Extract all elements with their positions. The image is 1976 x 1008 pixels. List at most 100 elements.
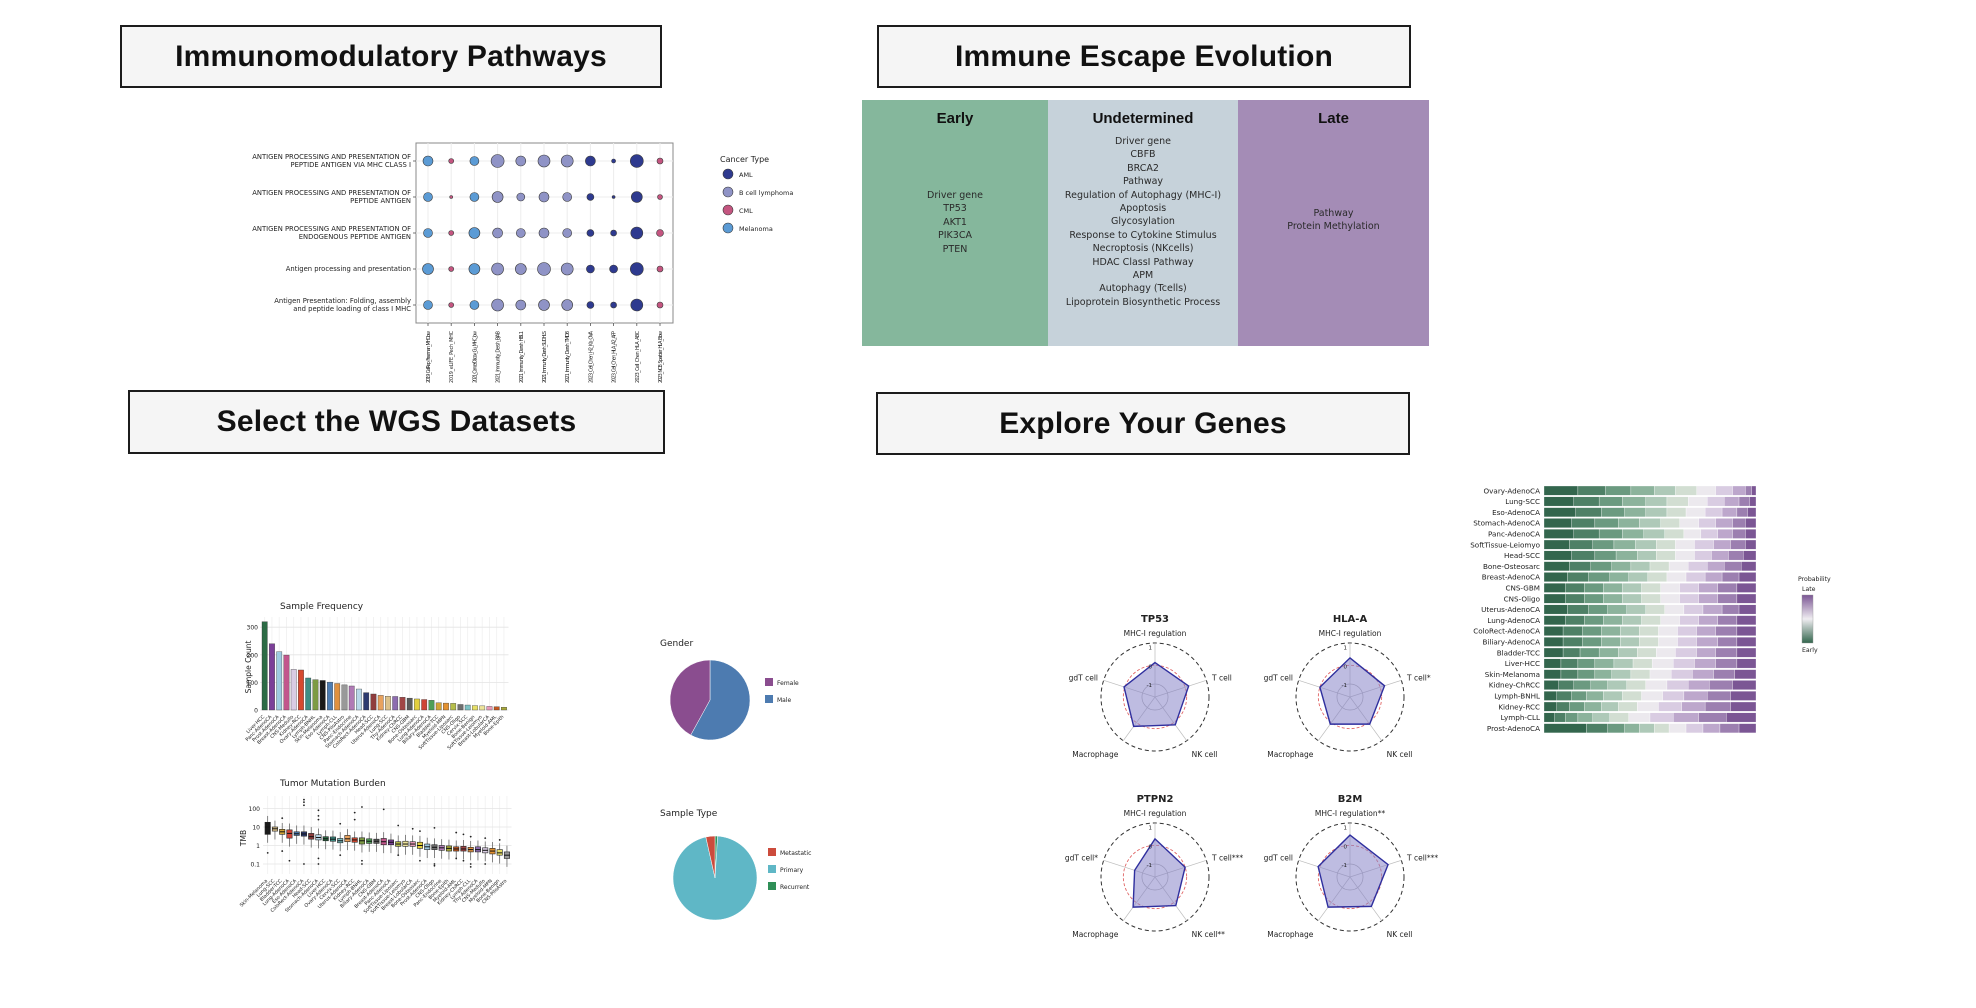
- pathway-dot: [656, 229, 664, 237]
- probability-segment: [1622, 615, 1642, 626]
- cancer-type-label: Breast-AdenoCA: [1482, 573, 1540, 582]
- bar: [276, 651, 283, 711]
- probability-segment: [1630, 561, 1651, 572]
- probability-segment: [1707, 496, 1725, 507]
- pathway-dot: [585, 155, 596, 167]
- panel-button-explore-your-genes[interactable]: Explore Your Genes: [876, 392, 1410, 455]
- pathway-dot: [656, 157, 664, 165]
- probability-segment: [1660, 593, 1680, 604]
- probability-segment: [1747, 507, 1757, 518]
- probability-segment: [1590, 561, 1612, 572]
- pathway-dot: [538, 299, 550, 311]
- probability-segment: [1543, 669, 1562, 680]
- probability-segment: [1565, 712, 1579, 723]
- gender-pie-chart: Gender Female Male: [660, 639, 799, 741]
- radar-axis-label: NK cell**: [1192, 930, 1226, 939]
- probability-segment: [1645, 604, 1665, 615]
- probability-segment: [1666, 496, 1689, 507]
- bar: [283, 654, 290, 711]
- panel-title-text: Immune Escape Evolution: [954, 39, 1334, 73]
- bar: [479, 705, 486, 711]
- probability-segment: [1658, 701, 1682, 712]
- radar-axis-label: gdT cell: [1069, 673, 1098, 682]
- probability-segment: [1654, 485, 1676, 496]
- legend-swatch: [768, 882, 776, 890]
- pathway-dot: [656, 301, 664, 309]
- probability-segment: [1592, 539, 1615, 550]
- probability-segment: [1736, 583, 1757, 593]
- probability-segment: [1709, 680, 1733, 690]
- probability-segment: [1738, 604, 1757, 615]
- evolution-item: Regulation of Autophagy (MHC-I): [1064, 189, 1222, 201]
- outlier-dot: [317, 814, 320, 817]
- probability-segment: [1728, 550, 1744, 561]
- bar: [428, 700, 435, 711]
- outlier-dot: [419, 859, 421, 862]
- probability-segment: [1562, 647, 1581, 658]
- probability-segment: [1628, 712, 1651, 723]
- probability-segment: [1713, 539, 1731, 550]
- probability-segment: [1679, 583, 1699, 593]
- radar-tick: 0: [1149, 664, 1153, 670]
- probability-segment: [1554, 712, 1566, 723]
- panel-button-immune-escape-evolution[interactable]: Immune Escape Evolution: [877, 25, 1411, 88]
- legend-title: Probability: [1798, 576, 1831, 583]
- probability-segment: [1637, 550, 1657, 561]
- probability-segment: [1628, 572, 1649, 582]
- pathway-label: Antigen Presentation: Folding, assembly: [274, 297, 411, 305]
- outlier-dot: [484, 837, 487, 840]
- outlier-dot: [317, 818, 320, 821]
- probability-segment: [1692, 669, 1714, 680]
- pathway-dot: [538, 191, 550, 203]
- panel-button-select-wgs-datasets[interactable]: Select the WGS Datasets: [128, 390, 665, 454]
- radar-axis-label: MHC-I regulation: [1124, 809, 1187, 818]
- probability-segment: [1594, 658, 1615, 669]
- cancer-type-label: Bladder-TCC: [1497, 648, 1540, 657]
- probability-segment: [1632, 658, 1653, 669]
- legend-early-label: Early: [1802, 647, 1818, 654]
- probability-segment: [1594, 550, 1617, 561]
- cancer-type-label: Prost-AdenoCA: [1487, 724, 1540, 733]
- pathway-dot: [515, 299, 527, 311]
- probability-segment: [1622, 691, 1642, 701]
- outlier-dot: [397, 824, 400, 827]
- sample-type-pie-chart: Sample Type Metastatic Primary Recurrent: [660, 809, 811, 921]
- pie-slice-female: [669, 659, 711, 736]
- radar-tick: 1: [1344, 826, 1348, 832]
- pathway-dot: [515, 228, 526, 238]
- dataset-label: 2023_NCB_Sparbier_HLA_Blow: [658, 331, 664, 383]
- cancer-type-label: Biliary-AdenoCA: [1482, 638, 1540, 647]
- radar-axis-label: Macrophage: [1072, 750, 1119, 759]
- probability-segment: [1605, 485, 1632, 496]
- radar-chart-ptpn2: PTPN2 1 0 -1 MHC-I regulation T cell*** NK cel…: [1065, 794, 1244, 939]
- probability-segment: [1721, 507, 1738, 518]
- panel-title-text: Select the WGS Datasets: [216, 405, 577, 438]
- radar-axis-label: NK cell: [1387, 930, 1413, 939]
- probability-segment: [1643, 529, 1665, 539]
- probability-segment: [1620, 637, 1640, 647]
- probability-segment: [1658, 626, 1678, 636]
- panel-button-immunomodulatory-pathways[interactable]: Immunomodulatory Pathways: [120, 25, 662, 88]
- radar-polygon: [1123, 661, 1190, 728]
- probability-segment: [1586, 723, 1608, 734]
- probability-segment: [1704, 701, 1731, 712]
- cancer-type-label: Lymph-BNHL: [1494, 692, 1540, 701]
- probability-segment: [1694, 550, 1712, 561]
- bar: [435, 702, 442, 711]
- probability-segment: [1543, 691, 1557, 701]
- probability-segment: [1603, 615, 1623, 626]
- probability-segment: [1609, 712, 1629, 723]
- probability-segment: [1613, 539, 1636, 550]
- probability-segment: [1571, 691, 1587, 701]
- outlier-dot: [433, 826, 436, 829]
- outlier-dot: [361, 806, 363, 808]
- bar: [443, 702, 449, 711]
- probability-segment: [1645, 507, 1668, 518]
- bar: [493, 706, 500, 711]
- probability-segment: [1543, 658, 1562, 669]
- probability-segment: [1579, 647, 1600, 658]
- probability-segment: [1594, 518, 1619, 528]
- probability-segment: [1584, 615, 1604, 626]
- radar-title: PTPN2: [1137, 794, 1174, 805]
